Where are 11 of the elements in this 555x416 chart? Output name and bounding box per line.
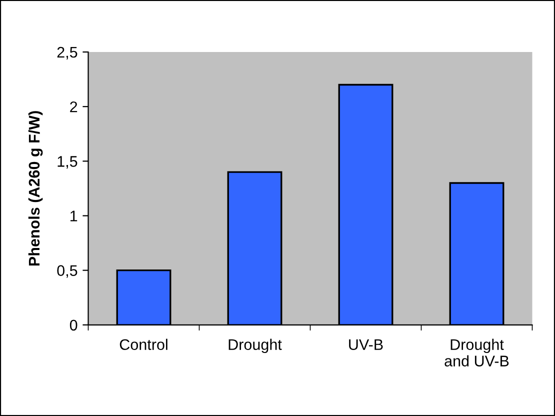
x-tick-label: Drought and UV-B xyxy=(444,338,509,366)
y-tick-label: 2 xyxy=(70,101,78,112)
y-tick-label: 0,5 xyxy=(57,265,78,278)
y-tick-label: 1 xyxy=(70,210,78,222)
y-tick-label: 1,5 xyxy=(58,156,78,169)
x-tick-label: UV-B xyxy=(349,339,383,350)
y-axis-title: Phenols (A260 g F/W) xyxy=(28,111,43,266)
x-tick-label: Drought xyxy=(228,338,282,354)
x-tick-label: Control xyxy=(120,338,168,350)
y-tick-label: 2,5 xyxy=(57,46,78,60)
y-tick-label: 0 xyxy=(70,320,78,331)
